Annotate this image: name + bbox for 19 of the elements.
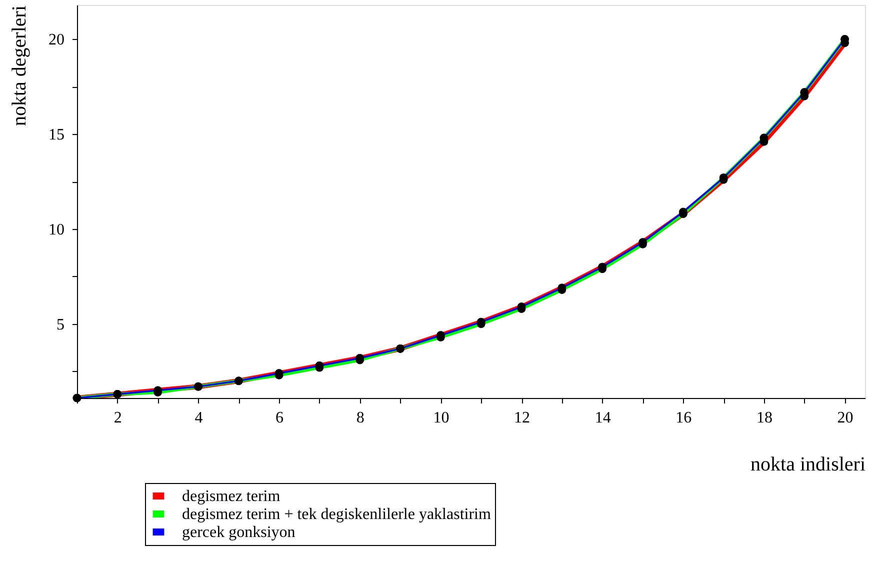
legend-label: gercek gonksiyon (182, 524, 296, 541)
x-tick-label: 8 (356, 410, 364, 426)
x-tick-label: 10 (433, 410, 450, 426)
x-tick-label: 20 (837, 410, 854, 426)
y-tick-label: 10 (48, 222, 64, 239)
y-tick-label: 5 (56, 316, 64, 334)
y-tick-label: 15 (48, 126, 64, 144)
x-tick-label: 6 (276, 410, 284, 426)
legend-label: degismez terim (182, 488, 281, 505)
x-tick-label: 18 (756, 410, 772, 426)
x-tick-label: 12 (514, 410, 530, 426)
y-tick-label: 20 (48, 32, 64, 49)
x-tick-label: 14 (594, 410, 611, 426)
x-axis-title: nokta indisleri (750, 454, 866, 476)
x-tick-label: 2 (114, 410, 122, 426)
legend-label: degismez terim + tek degiskenlilerle yaklastirim (182, 506, 492, 523)
x-tick-label: 16 (676, 410, 692, 426)
x-tick-label: 4 (194, 410, 203, 426)
y-axis-title: nokta degerleri (8, 5, 30, 126)
